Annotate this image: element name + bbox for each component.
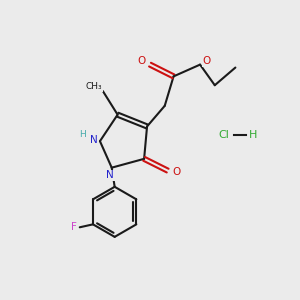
Text: H: H <box>249 130 257 140</box>
Text: CH₃: CH₃ <box>86 82 102 91</box>
Text: N: N <box>90 135 97 145</box>
Text: H: H <box>80 130 86 139</box>
Text: F: F <box>71 222 77 232</box>
Text: O: O <box>172 167 181 177</box>
Text: O: O <box>138 56 146 66</box>
Text: O: O <box>202 56 211 66</box>
Text: N: N <box>106 170 114 180</box>
Text: Cl: Cl <box>218 130 229 140</box>
